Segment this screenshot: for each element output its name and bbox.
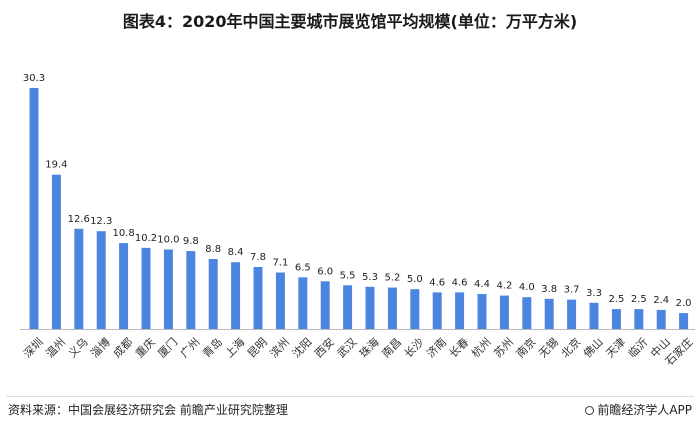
- data-label: 9.8: [183, 236, 199, 247]
- data-label: 10.2: [135, 233, 157, 244]
- data-label: 4.4: [474, 279, 490, 290]
- bar-长春: [455, 292, 465, 329]
- category-tick-label: 成都: [111, 336, 136, 361]
- category-tick-label: 佛山: [581, 336, 606, 361]
- category-tick-label: 天津: [603, 336, 628, 361]
- bar-武汉: [343, 285, 353, 329]
- category-tick-label: 济南: [424, 335, 449, 360]
- category-tick-label: 杭州: [468, 335, 493, 360]
- data-label: 5.5: [340, 270, 356, 281]
- data-label: 19.4: [45, 160, 67, 171]
- bar-北京: [567, 299, 577, 329]
- category-tick-label: 淄博: [88, 336, 113, 361]
- bar-石家庄: [679, 313, 689, 329]
- bar-厦门: [163, 249, 173, 329]
- category-tick-label: 长沙: [402, 336, 427, 361]
- bar-温州: [51, 174, 61, 329]
- bar-佛山: [589, 302, 599, 329]
- bar-昆明: [253, 267, 263, 329]
- bar-沈阳: [298, 277, 308, 329]
- data-label: 30.3: [23, 73, 45, 84]
- bar-中山: [656, 309, 666, 329]
- source-note: 资料来源：中国会展经济研究会 前瞻产业研究院整理: [8, 403, 288, 417]
- category-tick-label: 广州: [178, 336, 203, 361]
- data-label: 12.3: [90, 216, 112, 227]
- bar-临沂: [634, 309, 644, 329]
- category-tick-label: 滨州: [267, 335, 292, 360]
- category-tick-label: 上海: [222, 335, 247, 360]
- bars-group: 30.3 深圳 19.4 温州 12.6 义乌 12.3 淄博 10.8 成都 10.2 重庆 10.0…: [21, 73, 695, 368]
- data-label: 6.5: [295, 262, 311, 273]
- data-label: 8.8: [205, 244, 221, 255]
- data-label: 2.0: [676, 298, 692, 309]
- category-tick-label: 无锡: [536, 335, 561, 360]
- category-tick-label: 北京: [558, 335, 583, 360]
- category-tick-label: 昆明: [245, 336, 270, 361]
- data-label: 3.3: [586, 288, 602, 299]
- category-tick-label: 苏州: [491, 336, 516, 361]
- category-tick-label: 临沂: [625, 335, 650, 360]
- bar-上海: [231, 262, 241, 329]
- bar-南京: [522, 297, 532, 329]
- category-tick-label: 厦门: [155, 335, 180, 360]
- chart-title: 图表4：2020年中国主要城市展览馆平均规模(单位：万平方米): [122, 12, 578, 31]
- bar-滨州: [275, 272, 285, 329]
- category-tick-label: 西安: [312, 335, 337, 360]
- data-label: 4.2: [496, 281, 512, 292]
- data-label: 4.6: [452, 277, 468, 288]
- data-label: 3.8: [541, 284, 557, 295]
- category-tick-label: 武汉: [335, 336, 360, 361]
- data-label: 7.8: [250, 252, 266, 263]
- bar-南昌: [387, 287, 397, 329]
- category-tick-label: 南京: [513, 335, 538, 360]
- data-label: 2.5: [631, 294, 647, 305]
- data-label: 10.0: [157, 235, 179, 246]
- bar-义乌: [74, 228, 84, 329]
- bar-重庆: [141, 247, 151, 329]
- bar-深圳: [29, 88, 39, 329]
- bar-长沙: [410, 289, 420, 329]
- data-label: 5.3: [362, 272, 378, 283]
- data-label: 4.6: [429, 277, 445, 288]
- data-label: 7.1: [272, 258, 288, 269]
- bar-珠海: [365, 286, 375, 329]
- data-label: 8.4: [228, 247, 244, 258]
- bar-济南: [432, 292, 442, 329]
- bar-杭州: [477, 294, 487, 329]
- data-label: 6.0: [317, 266, 333, 277]
- data-label: 12.6: [68, 214, 90, 225]
- data-label: 5.0: [407, 274, 423, 285]
- category-tick-label: 深圳: [21, 336, 46, 361]
- data-label: 2.4: [653, 295, 669, 306]
- credit-text: 前瞻经济学人APP: [597, 403, 692, 417]
- category-tick-label: 沈阳: [289, 335, 314, 360]
- category-tick-label: 义乌: [65, 335, 90, 360]
- bar-广州: [186, 251, 196, 329]
- footer-divider: [6, 396, 694, 397]
- category-tick-label: 长春: [447, 336, 472, 361]
- category-tick-label: 重庆: [132, 335, 157, 360]
- data-label: 10.8: [112, 228, 134, 239]
- bar-西安: [320, 281, 330, 329]
- bar-青岛: [208, 259, 218, 329]
- brand-icon: [585, 406, 595, 415]
- bar-苏州: [499, 295, 509, 329]
- bar-成都: [119, 243, 129, 329]
- category-tick-label: 青岛: [200, 335, 225, 360]
- data-label: 5.2: [384, 273, 400, 284]
- data-label: 2.5: [608, 294, 624, 305]
- category-tick-label: 南昌: [379, 336, 404, 361]
- category-tick-label: 温州: [43, 336, 68, 361]
- data-label: 4.0: [519, 282, 535, 293]
- bar-淄博: [96, 231, 106, 329]
- bar-无锡: [544, 298, 554, 329]
- category-tick-label: 珠海: [356, 335, 381, 360]
- bar-天津: [611, 309, 621, 329]
- data-label: 3.7: [564, 285, 580, 296]
- credit-note: 前瞻经济学人APP: [585, 401, 692, 418]
